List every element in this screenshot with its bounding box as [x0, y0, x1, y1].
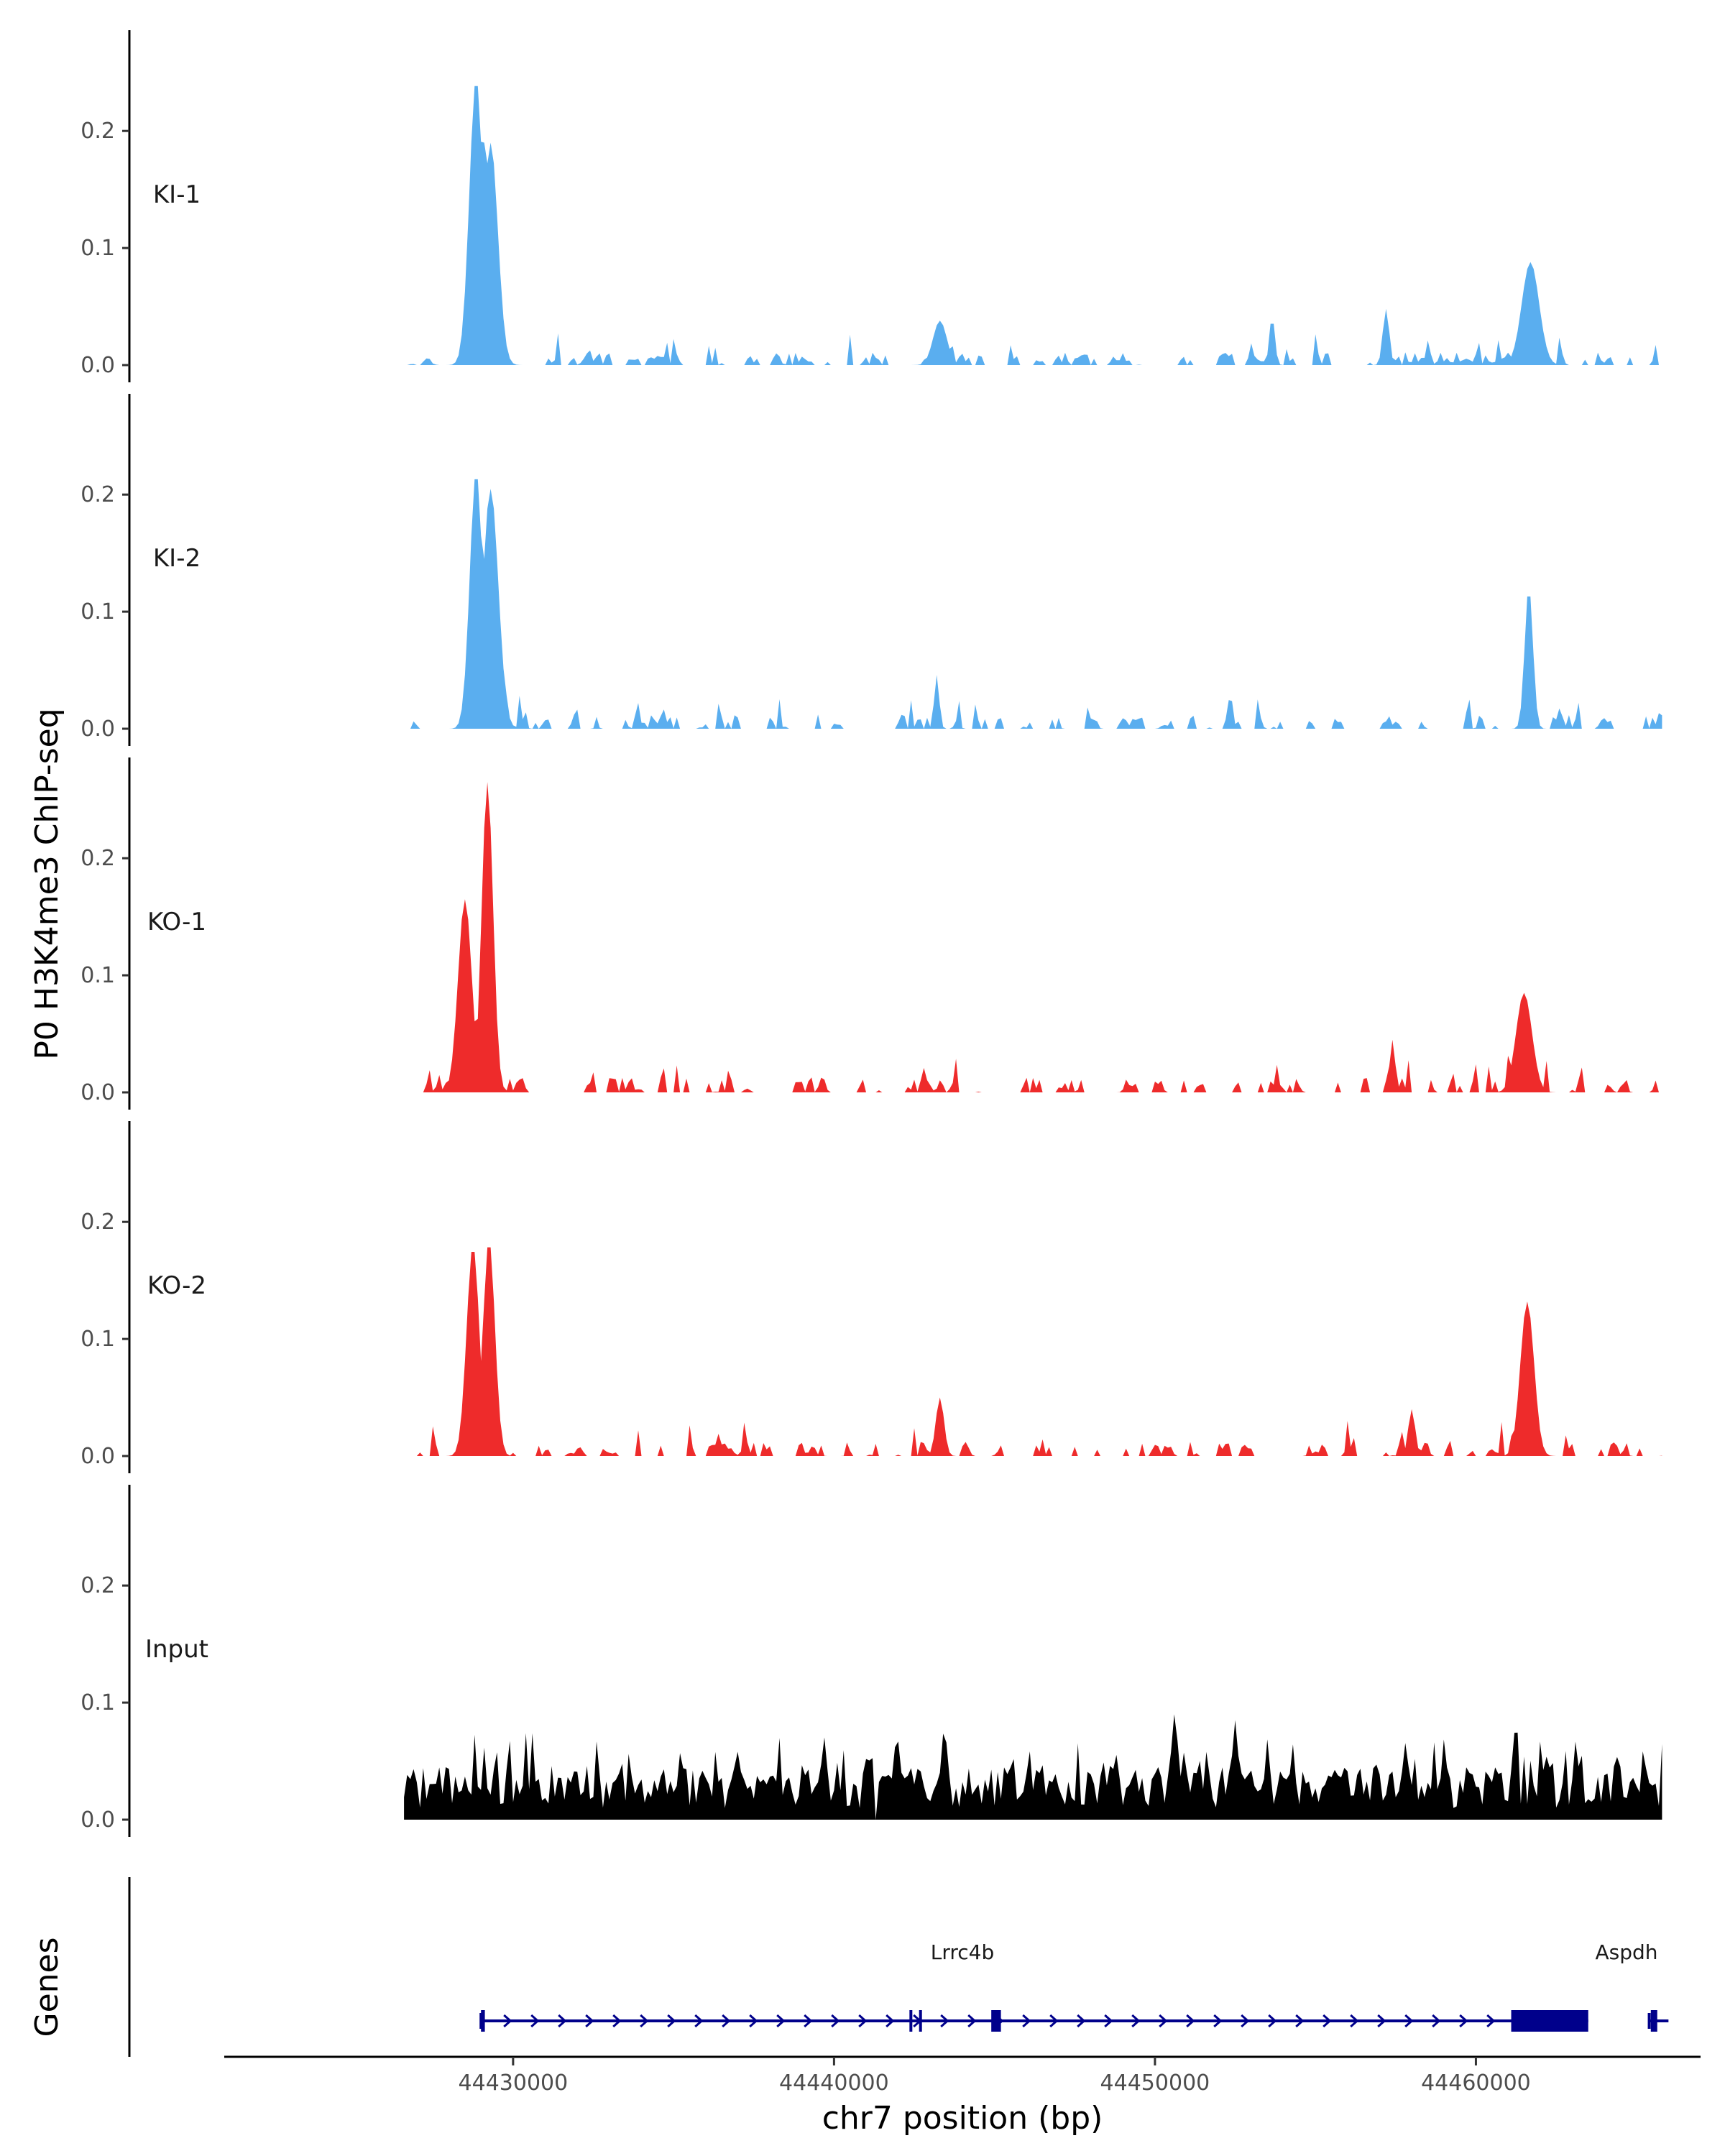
strand-arrow — [967, 2014, 977, 2028]
strand-arrow — [1322, 2014, 1332, 2028]
y-tick-label: 0.2 — [80, 119, 115, 144]
strand-arrow — [1022, 2014, 1031, 2028]
strand-arrow — [1404, 2014, 1414, 2028]
strand-arrow — [1213, 2014, 1223, 2028]
track-ko-2: 0.0 0.1 0.2 KO-2 — [80, 1121, 1662, 1473]
strand-arrow — [558, 2014, 567, 2028]
coverage-area-input — [404, 1714, 1662, 1820]
strand-arrow — [1432, 2014, 1441, 2028]
strand-arrow — [530, 2014, 540, 2028]
strand-arrow — [831, 2014, 840, 2028]
x-tick-label: 44460000 — [1421, 2070, 1531, 2096]
strand-arrow — [1077, 2014, 1086, 2028]
track-label: KO-1 — [147, 908, 206, 936]
track-ko-1: 0.0 0.1 0.2 KO-1 — [80, 757, 1662, 1110]
strand-arrow — [1159, 2014, 1168, 2028]
strand-arrow — [1295, 2014, 1305, 2028]
y-tick-label: 0.0 — [80, 353, 115, 378]
strand-arrow — [1486, 2014, 1496, 2028]
track-input: 0.0 0.1 0.2 Input — [80, 1485, 1662, 1837]
x-tick-label: 44430000 — [459, 2070, 569, 2096]
gene-lrrc4b: Lrrc4b — [479, 1940, 1588, 2032]
strand-arrow — [1268, 2014, 1277, 2028]
gene-name-label: Lrrc4b — [931, 1940, 995, 1964]
strand-arrow — [503, 2014, 512, 2028]
strand-arrow — [667, 2014, 676, 2028]
x-axis: 44430000 44440000 44450000 44460000 chr7 po… — [224, 2055, 1701, 2137]
genes-panel: Genes Lrrc4b Aspdh — [29, 1877, 1669, 2057]
strand-arrow — [722, 2014, 731, 2028]
exon-block — [1650, 2010, 1657, 2032]
strand-arrow — [1241, 2014, 1250, 2028]
y-tick-label: 0.1 — [80, 599, 115, 625]
coverage-tracks: 0.00.10.2KI-10.00.10.2KI-20.00.10.2KO-10… — [80, 30, 1662, 1837]
x-axis-title: chr7 position (bp) — [822, 2100, 1103, 2137]
strand-arrow — [1049, 2014, 1059, 2028]
strand-arrow — [1350, 2014, 1359, 2028]
y-tick-label: 0.1 — [80, 236, 115, 261]
strand-arrow — [1131, 2014, 1141, 2028]
gene-aspdh: Aspdh — [1595, 1940, 1669, 2032]
exon-block — [481, 2010, 485, 2032]
coverage-area-ko-2 — [404, 1247, 1662, 1456]
y-tick-label: 0.1 — [80, 1690, 115, 1715]
y-tick-label: 0.2 — [80, 482, 115, 507]
strand-arrow — [694, 2014, 704, 2028]
genes-track-title: Genes — [29, 1937, 65, 2037]
strand-arrow — [804, 2014, 813, 2028]
y-tick-label: 0.2 — [80, 846, 115, 871]
y-tick-label: 0.0 — [80, 1080, 115, 1105]
y-tick-label: 0.0 — [80, 1444, 115, 1469]
gene-name-label: Aspdh — [1595, 1940, 1657, 1964]
strand-arrow — [940, 2014, 949, 2028]
strand-arrow — [776, 2014, 786, 2028]
strand-arrow — [858, 2014, 868, 2028]
x-tick-label: 44450000 — [1100, 2070, 1210, 2096]
strand-arrow — [886, 2014, 895, 2028]
strand-arrow — [1459, 2014, 1468, 2028]
y-tick-label: 0.2 — [80, 1573, 115, 1598]
strand-arrow — [1104, 2014, 1113, 2028]
exon-block — [991, 2010, 1001, 2032]
track-label: KO-2 — [147, 1271, 206, 1300]
x-axis-ticks: 44430000 44440000 44450000 44460000 — [459, 2057, 1531, 2096]
strand-arrow — [585, 2014, 594, 2028]
y-axis-title: P0 H3K4me3 ChIP-seq — [29, 708, 65, 1059]
y-tick-label: 0.2 — [80, 1210, 115, 1235]
exon-block — [919, 2010, 922, 2032]
coverage-area-ki-2 — [404, 479, 1662, 729]
track-label: KI-1 — [153, 180, 201, 209]
y-tick-label: 0.0 — [80, 717, 115, 742]
y-tick-label: 0.1 — [80, 963, 115, 988]
strand-arrow — [1377, 2014, 1386, 2028]
coverage-area-ko-1 — [404, 782, 1662, 1092]
x-tick-label: 44440000 — [779, 2070, 889, 2096]
track-ki-2: 0.0 0.1 0.2 KI-2 — [80, 394, 1662, 746]
y-tick-label: 0.0 — [80, 1807, 115, 1833]
track-ki-1: 0.0 0.1 0.2 KI-1 — [80, 30, 1662, 382]
strand-arrow — [749, 2014, 758, 2028]
coverage-area-ki-1 — [404, 86, 1662, 366]
strand-arrow — [612, 2014, 622, 2028]
exon-block — [1511, 2010, 1588, 2032]
track-label: Input — [145, 1635, 208, 1664]
y-tick-label: 0.1 — [80, 1327, 115, 1352]
track-label: KI-2 — [153, 544, 201, 573]
exon-block — [909, 2010, 913, 2032]
strand-arrow — [1186, 2014, 1195, 2028]
gene-models: Lrrc4b Aspdh — [479, 1940, 1669, 2032]
strand-arrow — [640, 2014, 649, 2028]
